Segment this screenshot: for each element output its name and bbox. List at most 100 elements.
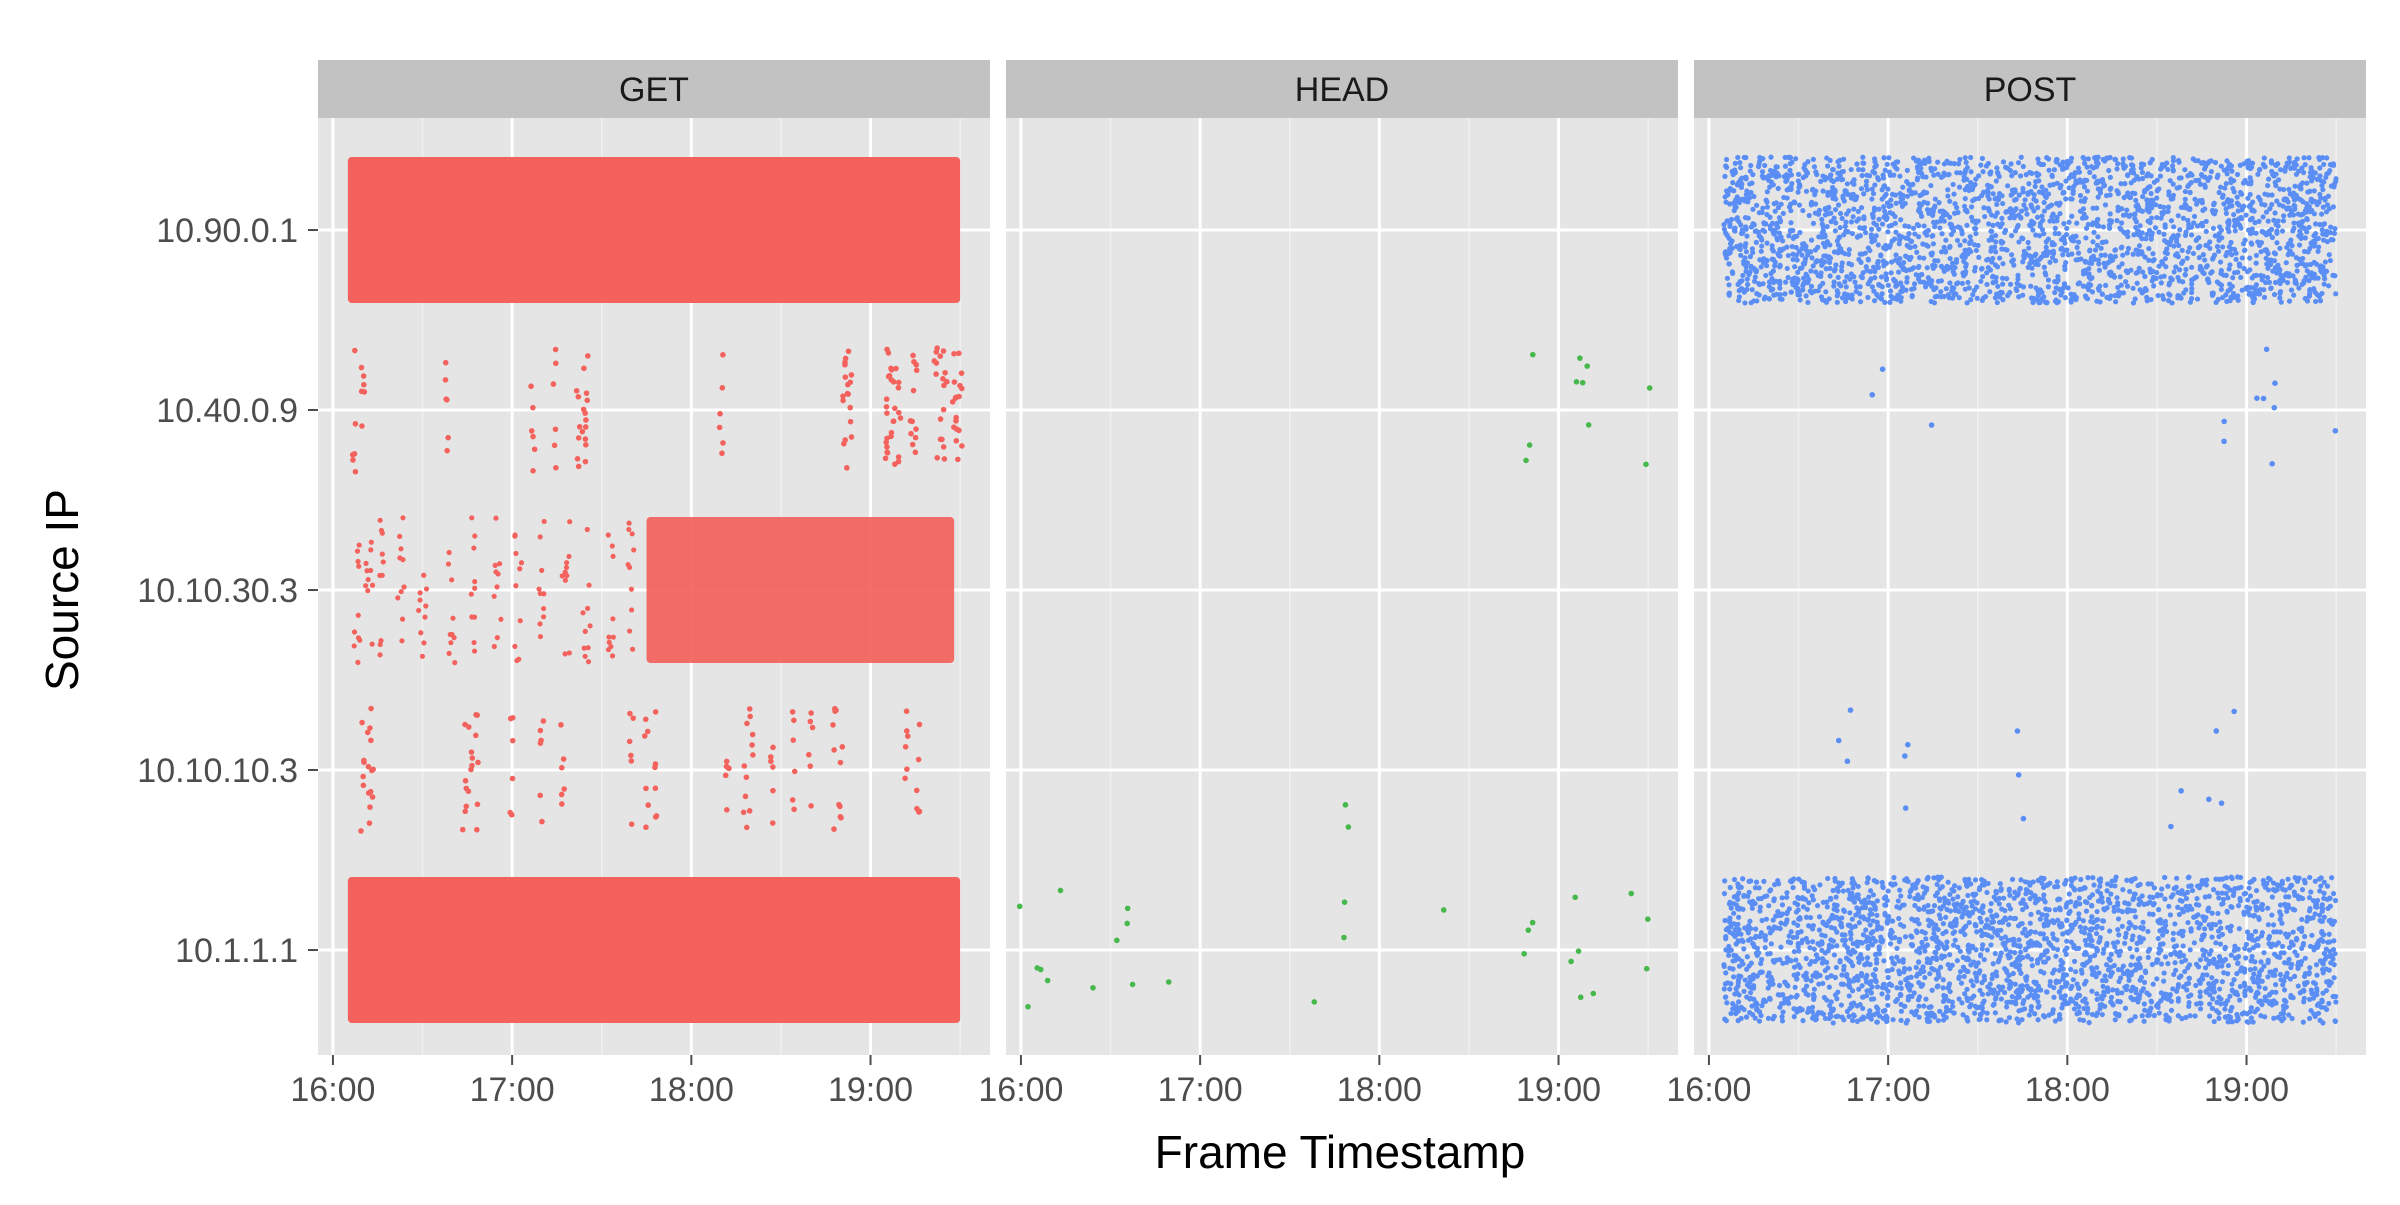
data-point (2217, 986, 2222, 991)
data-point (2152, 180, 2157, 185)
data-point (1090, 985, 1096, 991)
data-point (2038, 221, 2043, 226)
data-point (2072, 959, 2077, 964)
data-point (1850, 988, 1855, 993)
data-point (1931, 173, 1936, 178)
data-point (1938, 886, 1943, 891)
data-point (1754, 269, 1759, 274)
data-point (2243, 212, 2248, 217)
data-point (1744, 227, 1749, 232)
data-point (931, 358, 937, 364)
data-point (1877, 947, 1882, 952)
data-point (1909, 191, 1914, 196)
data-point (2296, 983, 2301, 988)
data-point (561, 786, 567, 792)
data-point (1957, 885, 1962, 890)
data-point (2181, 943, 2186, 948)
data-point (2161, 205, 2166, 210)
data-point (2202, 206, 2207, 211)
data-point (884, 396, 890, 402)
data-point (1870, 929, 1875, 934)
data-point (1994, 165, 1999, 170)
data-point (1795, 190, 1800, 195)
data-point (837, 804, 843, 810)
data-point (2010, 994, 2015, 999)
data-point (2109, 972, 2114, 977)
data-point (1931, 931, 1936, 936)
data-point (2313, 911, 2318, 916)
data-point (1828, 937, 1833, 942)
data-point (2230, 275, 2235, 280)
data-point (1890, 211, 1895, 216)
data-point (2119, 283, 2124, 288)
data-point (2087, 260, 2092, 265)
data-point (2128, 268, 2133, 273)
data-point (2228, 240, 2233, 245)
data-point (1871, 892, 1876, 897)
data-point (2066, 185, 2071, 190)
data-point (2134, 271, 2139, 276)
data-point (2321, 162, 2326, 167)
data-point (2088, 919, 2093, 924)
data-point (744, 774, 750, 780)
data-point (2158, 274, 2163, 279)
data-point (2223, 253, 2228, 258)
data-point (1722, 891, 1727, 896)
data-point (551, 381, 557, 387)
data-point (1796, 962, 1801, 967)
data-point (2203, 185, 2208, 190)
data-point (1754, 1002, 1759, 1007)
data-point (2228, 180, 2233, 185)
data-point (2014, 288, 2019, 293)
data-point (2082, 161, 2087, 166)
data-point (2184, 987, 2189, 992)
data-point (2177, 175, 2182, 180)
data-point (1957, 295, 1962, 300)
data-point (1724, 218, 1729, 223)
data-point (2233, 228, 2238, 233)
data-point (2125, 173, 2130, 178)
data-point (1962, 974, 1967, 979)
data-point (2274, 240, 2279, 245)
data-point (2327, 896, 2332, 901)
data-point (1865, 295, 1870, 300)
data-point (2013, 189, 2018, 194)
data-point (2248, 192, 2253, 197)
data-point (1893, 258, 1898, 263)
data-point (896, 454, 902, 460)
data-point (2035, 173, 2040, 178)
data-point (2223, 945, 2228, 950)
data-point (2082, 177, 2087, 182)
data-point (359, 720, 365, 726)
data-point (1980, 274, 1985, 279)
data-point (1745, 260, 1750, 265)
data-point (747, 706, 753, 712)
data-point (495, 635, 500, 640)
data-point (2091, 220, 2096, 225)
data-point (1125, 906, 1131, 912)
data-point (1790, 885, 1795, 890)
data-point (1888, 881, 1893, 886)
data-point (1998, 881, 2003, 886)
data-point (2215, 279, 2220, 284)
data-point (1038, 967, 1044, 973)
data-point (538, 728, 544, 734)
data-point (2083, 293, 2088, 298)
data-point (558, 722, 564, 728)
data-point (1823, 212, 1828, 217)
data-point (1984, 1017, 1989, 1022)
data-point (2161, 979, 2166, 984)
data-point (1523, 458, 1529, 464)
data-point (2171, 168, 2176, 173)
data-point (2260, 277, 2265, 282)
data-point (1960, 281, 1965, 286)
data-point (2103, 978, 2108, 983)
data-point (2261, 287, 2266, 292)
data-point (400, 557, 405, 562)
data-point (2312, 276, 2317, 281)
data-point (747, 714, 753, 720)
data-point (1990, 223, 1995, 228)
data-point (2291, 942, 2296, 947)
data-point (2229, 252, 2234, 257)
data-point (606, 647, 611, 652)
